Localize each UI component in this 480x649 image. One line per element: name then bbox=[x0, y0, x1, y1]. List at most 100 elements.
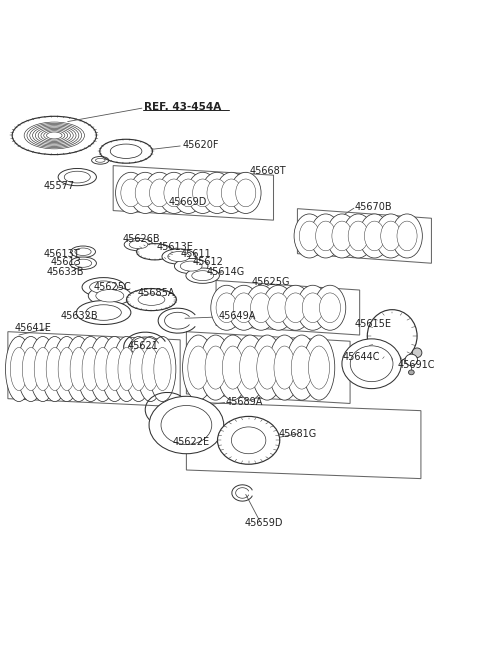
Ellipse shape bbox=[149, 397, 224, 454]
Ellipse shape bbox=[221, 179, 241, 207]
Ellipse shape bbox=[316, 221, 336, 251]
Ellipse shape bbox=[314, 286, 346, 330]
Ellipse shape bbox=[127, 289, 176, 311]
Ellipse shape bbox=[135, 179, 156, 207]
Ellipse shape bbox=[217, 417, 280, 464]
Text: 45641E: 45641E bbox=[15, 323, 52, 334]
Ellipse shape bbox=[129, 241, 148, 249]
Ellipse shape bbox=[408, 370, 414, 374]
Ellipse shape bbox=[75, 248, 91, 256]
Ellipse shape bbox=[217, 335, 249, 400]
Ellipse shape bbox=[280, 286, 312, 330]
Ellipse shape bbox=[142, 347, 159, 391]
Ellipse shape bbox=[46, 347, 63, 391]
Ellipse shape bbox=[359, 214, 390, 258]
Ellipse shape bbox=[58, 347, 75, 391]
Ellipse shape bbox=[65, 336, 92, 402]
Text: 45577: 45577 bbox=[44, 180, 75, 191]
Text: 45685A: 45685A bbox=[137, 288, 175, 299]
Ellipse shape bbox=[82, 278, 125, 297]
Ellipse shape bbox=[53, 336, 80, 402]
Ellipse shape bbox=[202, 172, 232, 214]
Ellipse shape bbox=[245, 286, 277, 330]
Ellipse shape bbox=[100, 140, 153, 163]
Ellipse shape bbox=[162, 249, 195, 264]
Ellipse shape bbox=[164, 179, 184, 207]
Ellipse shape bbox=[110, 144, 142, 158]
Ellipse shape bbox=[412, 348, 422, 358]
Ellipse shape bbox=[86, 305, 121, 321]
Text: 45621: 45621 bbox=[128, 341, 158, 351]
Ellipse shape bbox=[192, 271, 214, 280]
Ellipse shape bbox=[291, 346, 312, 389]
Ellipse shape bbox=[96, 289, 124, 302]
Ellipse shape bbox=[88, 286, 132, 306]
Ellipse shape bbox=[76, 300, 131, 324]
Ellipse shape bbox=[71, 246, 96, 258]
Ellipse shape bbox=[234, 335, 266, 400]
Text: 45613T: 45613T bbox=[44, 249, 80, 259]
Text: 45659D: 45659D bbox=[245, 518, 283, 528]
Text: 45622E: 45622E bbox=[173, 437, 210, 447]
Text: 45691C: 45691C bbox=[398, 360, 435, 370]
Ellipse shape bbox=[309, 346, 329, 389]
Text: 45614G: 45614G bbox=[206, 267, 245, 277]
Ellipse shape bbox=[392, 214, 422, 258]
Ellipse shape bbox=[364, 221, 384, 251]
Ellipse shape bbox=[130, 347, 147, 391]
Ellipse shape bbox=[222, 346, 243, 389]
Text: 45644C: 45644C bbox=[343, 352, 381, 362]
Ellipse shape bbox=[257, 346, 278, 389]
Ellipse shape bbox=[205, 346, 226, 389]
Text: 45668T: 45668T bbox=[250, 166, 286, 177]
Text: REF. 43-454A: REF. 43-454A bbox=[144, 102, 222, 112]
Ellipse shape bbox=[70, 347, 87, 391]
Ellipse shape bbox=[302, 293, 323, 323]
Ellipse shape bbox=[294, 214, 324, 258]
Text: 45611: 45611 bbox=[180, 249, 211, 259]
Ellipse shape bbox=[269, 335, 300, 400]
Ellipse shape bbox=[82, 347, 99, 391]
Ellipse shape bbox=[17, 336, 44, 402]
Text: 45632B: 45632B bbox=[60, 311, 98, 321]
Ellipse shape bbox=[182, 335, 214, 400]
Ellipse shape bbox=[150, 179, 169, 207]
Ellipse shape bbox=[149, 336, 176, 402]
Ellipse shape bbox=[22, 347, 39, 391]
Ellipse shape bbox=[90, 281, 118, 293]
Ellipse shape bbox=[348, 221, 368, 251]
Ellipse shape bbox=[192, 179, 213, 207]
Ellipse shape bbox=[207, 179, 227, 207]
Text: 45615E: 45615E bbox=[355, 319, 392, 328]
Ellipse shape bbox=[154, 347, 171, 391]
Ellipse shape bbox=[130, 172, 160, 214]
Ellipse shape bbox=[137, 243, 173, 260]
Ellipse shape bbox=[113, 336, 140, 402]
Text: 45613: 45613 bbox=[51, 257, 82, 267]
Ellipse shape bbox=[230, 172, 261, 214]
Ellipse shape bbox=[106, 347, 123, 391]
Text: 45649A: 45649A bbox=[218, 311, 256, 321]
Text: 45681G: 45681G bbox=[278, 428, 316, 439]
Ellipse shape bbox=[397, 221, 417, 251]
Ellipse shape bbox=[332, 221, 352, 251]
Ellipse shape bbox=[5, 336, 32, 402]
Ellipse shape bbox=[101, 336, 128, 402]
Ellipse shape bbox=[216, 293, 237, 323]
Ellipse shape bbox=[178, 179, 198, 207]
Text: 45669D: 45669D bbox=[168, 197, 206, 208]
Ellipse shape bbox=[236, 179, 256, 207]
Ellipse shape bbox=[116, 172, 146, 214]
Ellipse shape bbox=[158, 172, 189, 214]
Ellipse shape bbox=[231, 427, 266, 454]
Ellipse shape bbox=[211, 286, 242, 330]
Ellipse shape bbox=[320, 293, 340, 323]
Ellipse shape bbox=[173, 172, 204, 214]
Ellipse shape bbox=[125, 336, 152, 402]
Ellipse shape bbox=[367, 310, 417, 362]
Ellipse shape bbox=[41, 336, 68, 402]
Ellipse shape bbox=[118, 347, 135, 391]
Ellipse shape bbox=[188, 346, 209, 389]
Ellipse shape bbox=[187, 172, 218, 214]
Ellipse shape bbox=[381, 221, 401, 251]
